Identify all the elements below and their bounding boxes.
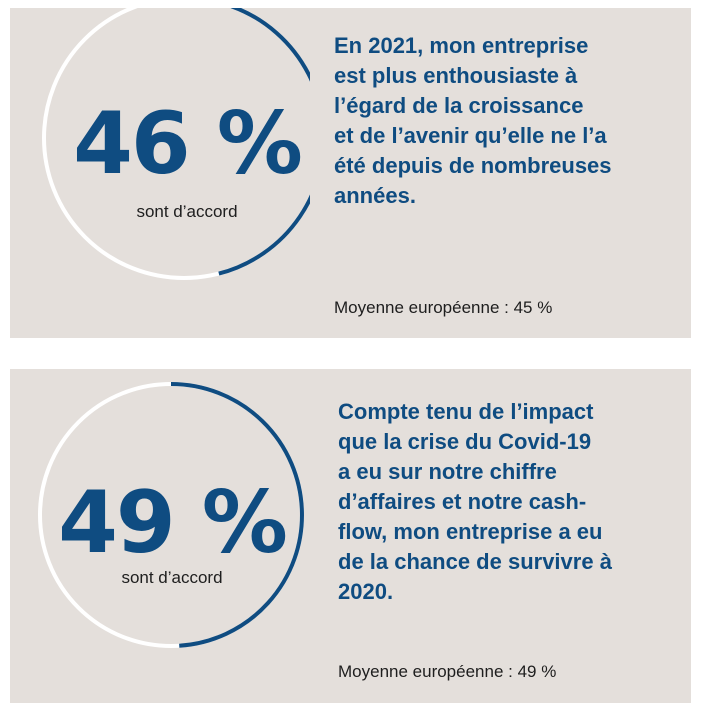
donut-gauge	[38, 382, 304, 648]
statement-line: l’égard de la croissance	[334, 93, 584, 118]
gauge-track	[42, 8, 310, 280]
statement-line: En 2021, mon entreprise	[334, 33, 589, 58]
donut-gauge	[42, 8, 310, 280]
survey-statement: En 2021, mon entreprise est plus enthous…	[334, 31, 612, 211]
gauge-value-arc	[170, 382, 304, 648]
european-average: Moyenne européenne : 49 %	[338, 662, 557, 681]
statement-line: que la crise du Covid-19	[338, 429, 592, 454]
survey-statement: Compte tenu de l’impact que la crise du …	[338, 397, 612, 607]
statement-line: est plus enthousiaste à	[334, 63, 578, 88]
statement-line: et de l’avenir qu’elle ne l’a	[334, 123, 607, 148]
statement-line: a eu sur notre chiffre	[338, 459, 557, 484]
stat-card-growth: 46 % sont d’accord En 2021, mon entrepri…	[10, 8, 691, 338]
statement-line: 2020.	[338, 579, 394, 604]
statement-line: Compte tenu de l’impact	[338, 399, 594, 424]
european-average: Moyenne européenne : 45 %	[334, 298, 553, 317]
gauge-value-arc	[218, 8, 310, 276]
statement-line: d’affaires et notre cash-	[338, 489, 587, 514]
statement-line: années.	[334, 183, 416, 208]
statement-line: été depuis de nombreuses	[334, 153, 612, 178]
percentage-caption: sont d’accord	[136, 202, 238, 221]
percentage-value: 49 %	[58, 473, 288, 573]
percentage-value: 46 %	[73, 94, 303, 194]
statement-line: flow, mon entreprise a eu	[338, 519, 603, 544]
stat-card-survival: 49 % sont d’accord Compte tenu de l’impa…	[10, 369, 691, 703]
percentage-caption: sont d’accord	[121, 568, 223, 587]
statement-line: de la chance de survivre à	[338, 549, 612, 574]
